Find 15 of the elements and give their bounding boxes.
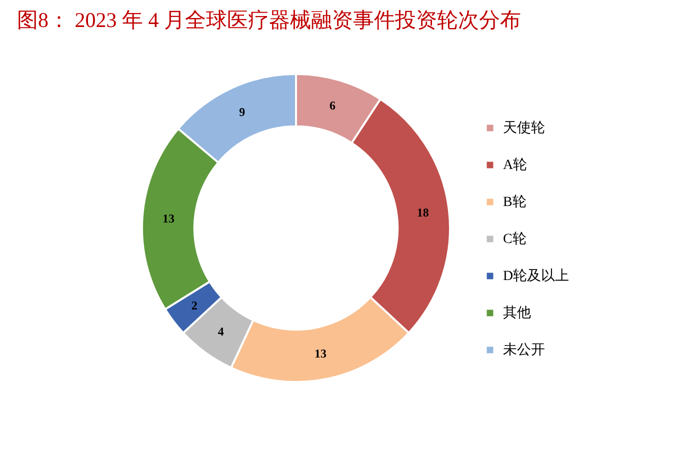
legend-label: A轮 <box>503 157 528 173</box>
data-label: 4 <box>218 324 224 338</box>
legend-label: 未公开 <box>503 342 545 358</box>
data-label: 13 <box>314 346 327 360</box>
legend-label: C轮 <box>503 231 526 247</box>
data-label: 2 <box>191 298 198 313</box>
data-label: 18 <box>416 206 429 220</box>
data-label: 13 <box>162 212 175 226</box>
legend-label: B轮 <box>503 194 526 210</box>
legend-label: D轮及以上 <box>503 268 570 284</box>
data-label: 6 <box>330 98 336 113</box>
data-label: 9 <box>239 105 246 120</box>
chart-title: 图8： 2023 年 4 月全球医疗器械融资事件投资轮次分布 <box>17 8 521 32</box>
legend-label: 其他 <box>503 305 531 321</box>
legend-label: 天使轮 <box>503 120 545 136</box>
